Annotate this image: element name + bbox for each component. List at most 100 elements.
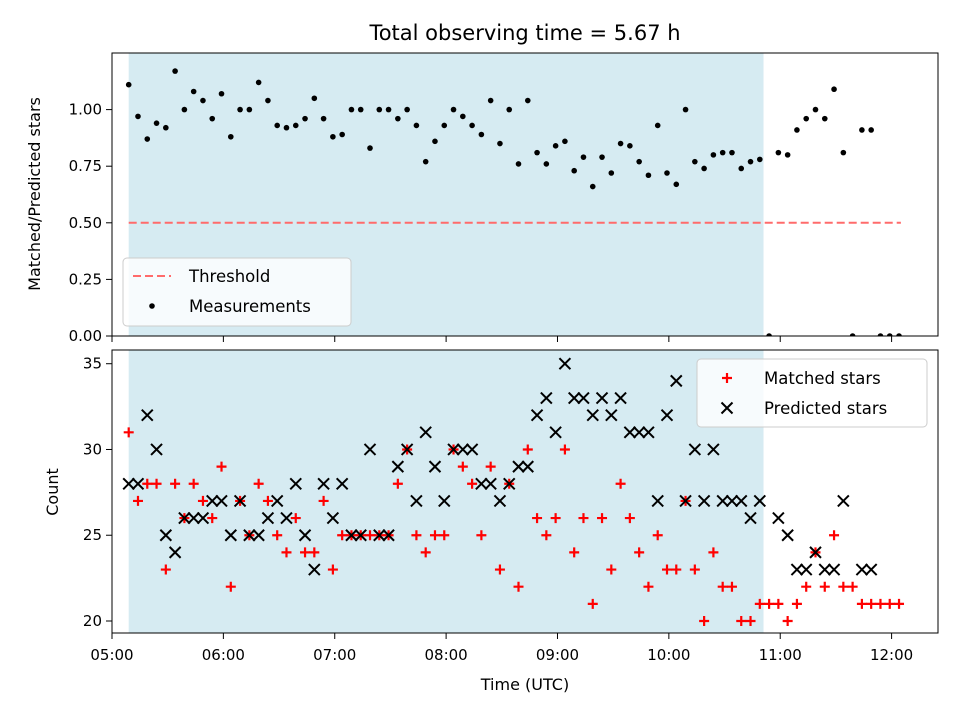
measurement-point [821,115,828,122]
matched-star-point [569,547,580,558]
legend-predicted-label: Predicted stars [764,399,887,418]
bottom-axes-frame [111,349,939,634]
matched-star-point [457,461,468,472]
matched-star-point [272,530,283,541]
predicted-star-point [725,494,739,508]
predicted-star-point [196,511,210,525]
matched-star-point [476,530,487,541]
matched-star-point [309,547,320,558]
predicted-star-point [716,494,729,508]
matched-star-point [411,530,422,541]
measurement-point [441,122,448,129]
measurement-point [775,149,782,156]
matched-star-point [801,581,812,592]
measurement-point [302,115,308,122]
measurement-point [608,170,615,176]
matched-star-point [847,581,858,592]
measurement-point [432,138,438,145]
measurement-point [701,165,707,172]
matched-star-point [532,513,543,524]
measurement-point [515,161,522,167]
measurement-point [729,149,735,156]
measurement-point [311,95,318,102]
matched-star-point [866,598,877,609]
measurement-point [209,115,216,122]
matched-star-point [132,495,143,506]
matched-star-point [522,444,533,455]
bottom-y-tick-label: 35 [83,355,102,373]
measurement-point [450,106,457,113]
matched-star-point [281,547,292,558]
bottom-y-tick-label: 20 [83,612,102,630]
matched-star-point [652,530,663,541]
predicted-star-point [642,426,655,439]
measurement-point [218,90,225,97]
top-axes-frame [111,52,939,337]
predicted-star-point [493,494,507,508]
matched-star-point [216,461,227,472]
matched-star-point [392,478,403,489]
predicted-star-point [772,511,785,525]
bottom-y-tick-label: 30 [83,440,102,458]
measurement-point [719,149,726,156]
predicted-star-point [707,443,720,456]
measurement-point [580,154,587,160]
matched-star-point [745,615,756,626]
predicted-star-point [632,426,646,439]
matched-star-point [615,478,626,489]
predicted-star-point [261,511,275,525]
x-tick-label: 10:00 [647,646,690,664]
x-tick-label: 05:00 [90,646,133,664]
measurement-point [636,158,642,165]
predicted-star-point [465,443,479,456]
measurement-point [506,106,513,113]
predicted-star-point [688,443,702,456]
measurement-point [200,97,206,104]
matched-star-point [764,598,775,609]
matched-star-point [170,478,181,489]
measurement-point [682,106,689,113]
bottom-observing-window [128,350,764,633]
bottom-y-tick-label: 25 [83,526,102,544]
legend-predicted-swatch [720,401,734,415]
measurement-point [617,140,624,147]
predicted-star-point [864,563,878,576]
x-tick-label: 09:00 [536,646,579,664]
measurement-point [859,127,865,133]
predicted-star-point [373,529,386,542]
measurement-point [227,133,234,140]
bottom-plot-area [122,357,905,626]
matched-star-point [782,615,793,626]
legend-threshold-label: Threshold [188,267,270,286]
predicted-star-point [809,546,822,559]
legend-matched-swatch [722,373,732,383]
bottom-legend-box [696,358,928,428]
matched-star-point [225,581,236,592]
legend-matched-label: Matched stars [764,369,881,388]
x-tick-label: 07:00 [313,646,356,664]
matched-star-point [717,581,728,592]
measurement-point [190,88,197,95]
predicted-star-point [168,546,182,559]
measurement-point [487,97,494,104]
predicted-star-point [382,529,395,542]
matched-star-point [829,530,840,541]
predicted-star-point [605,408,618,422]
predicted-star-point [326,511,340,525]
measurement-point [599,154,605,160]
top-y-tick-label: 0.00 [69,327,102,345]
top-y-tick-label: 1.00 [69,101,102,119]
measurement-point [292,122,299,129]
measurement-point [831,86,837,93]
matched-star-point [587,598,598,609]
measurement-point [784,152,791,158]
matched-star-point [420,547,431,558]
predicted-star-point [475,477,488,490]
matched-star-point [300,547,311,558]
measurement-point [135,113,141,120]
measurement-point [181,106,188,113]
measurement-point [710,152,717,158]
matched-star-point [439,530,450,541]
predicted-star-point [818,563,831,576]
predicted-star-point [298,529,312,542]
